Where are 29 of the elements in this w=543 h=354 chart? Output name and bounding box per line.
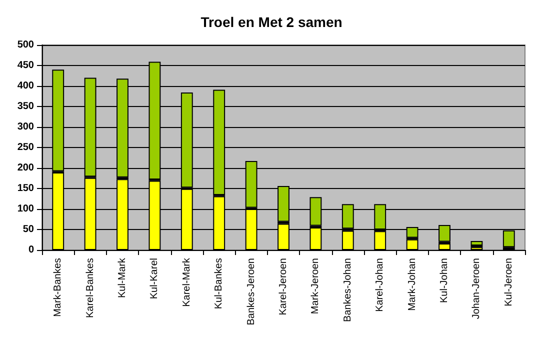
x-tick-label: Mark-Johan	[406, 258, 418, 311]
x-tick-label: Karel-Jeroen	[278, 258, 289, 316]
y-tick-label: 200	[17, 162, 34, 174]
x-tick-label: Bankes-Johan	[342, 258, 354, 322]
y-tick-label: 150	[17, 183, 34, 194]
y-tick-label: 100	[17, 204, 34, 214]
x-tick-label: Karel-Mark	[181, 257, 192, 307]
y-tick-label: 50	[22, 224, 34, 235]
y-tick-label: 400	[17, 80, 34, 92]
bar	[342, 230, 354, 250]
x-tick-label: Karel-Bankes	[84, 258, 96, 318]
y-tick-label: 300	[17, 122, 34, 132]
y-tick-label: 250	[17, 142, 34, 153]
bar	[406, 239, 418, 250]
y-tick-label: 0	[28, 244, 34, 256]
chart-title: Troel en Met 2 samen	[200, 14, 342, 30]
x-tick-label: Mark-Bankes	[52, 258, 64, 317]
x-tick-label: Kul-Mark	[117, 257, 128, 298]
x-tick-label: Kul-Karel	[149, 258, 160, 300]
x-tick-label: Kul-Bankes	[214, 258, 225, 310]
y-tick-label: 350	[17, 101, 34, 112]
x-tick-label: Kul-Jeroen	[503, 258, 514, 306]
x-tick-label: Kul-Johan	[439, 258, 450, 304]
x-tick-label: Johan-Jeroen	[471, 258, 482, 320]
y-tick-label: 500	[17, 40, 34, 50]
x-tick-label: Bankes-Jeroen	[246, 258, 257, 326]
x-tick-label: Mark-Jeroen	[310, 258, 322, 314]
x-tick-label: Karel-Johan	[374, 258, 386, 312]
y-tick-label: 450	[17, 60, 34, 71]
